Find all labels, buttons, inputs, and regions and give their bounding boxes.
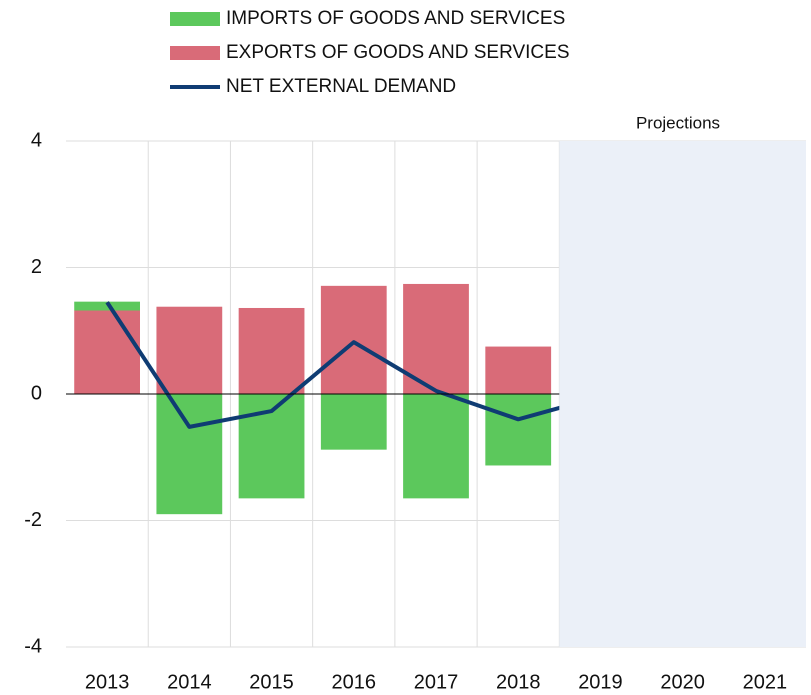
x-tick-label: 2014 bbox=[167, 671, 212, 693]
bar bbox=[156, 306, 223, 394]
y-tick-label: -2 bbox=[24, 509, 42, 531]
bar bbox=[320, 394, 387, 450]
x-tick-label: 2017 bbox=[414, 671, 459, 693]
x-tick-label: 2013 bbox=[85, 671, 130, 693]
bar bbox=[74, 310, 140, 394]
legend-swatch bbox=[170, 46, 220, 60]
legend-label: NET EXTERNAL DEMAND bbox=[226, 76, 456, 97]
legend-label: IMPORTS OF GOODS AND SERVICES bbox=[226, 8, 565, 29]
projection-area bbox=[559, 141, 806, 647]
legend-swatch bbox=[170, 12, 220, 26]
legend-label: EXPORTS OF GOODS AND SERVICES bbox=[226, 42, 570, 63]
bar bbox=[238, 307, 305, 394]
x-tick-label: 2021 bbox=[743, 671, 788, 693]
y-tick-label: 0 bbox=[31, 382, 42, 404]
bar bbox=[485, 394, 552, 466]
line bbox=[105, 301, 601, 429]
x-tick-label: 2019 bbox=[578, 671, 623, 693]
x-tick-label: 2020 bbox=[660, 671, 705, 693]
y-tick-label: 2 bbox=[31, 256, 42, 278]
bar bbox=[74, 301, 140, 311]
projection-label: Projections bbox=[636, 113, 720, 132]
bar bbox=[320, 285, 387, 394]
y-tick-label: -4 bbox=[24, 635, 42, 657]
bar bbox=[403, 394, 469, 499]
x-tick-label: 2015 bbox=[249, 671, 294, 693]
x-tick-label: 2016 bbox=[332, 671, 377, 693]
bar bbox=[485, 346, 552, 394]
y-tick-label: 4 bbox=[31, 129, 42, 151]
bar bbox=[156, 394, 223, 515]
x-tick-label: 2018 bbox=[496, 671, 541, 693]
